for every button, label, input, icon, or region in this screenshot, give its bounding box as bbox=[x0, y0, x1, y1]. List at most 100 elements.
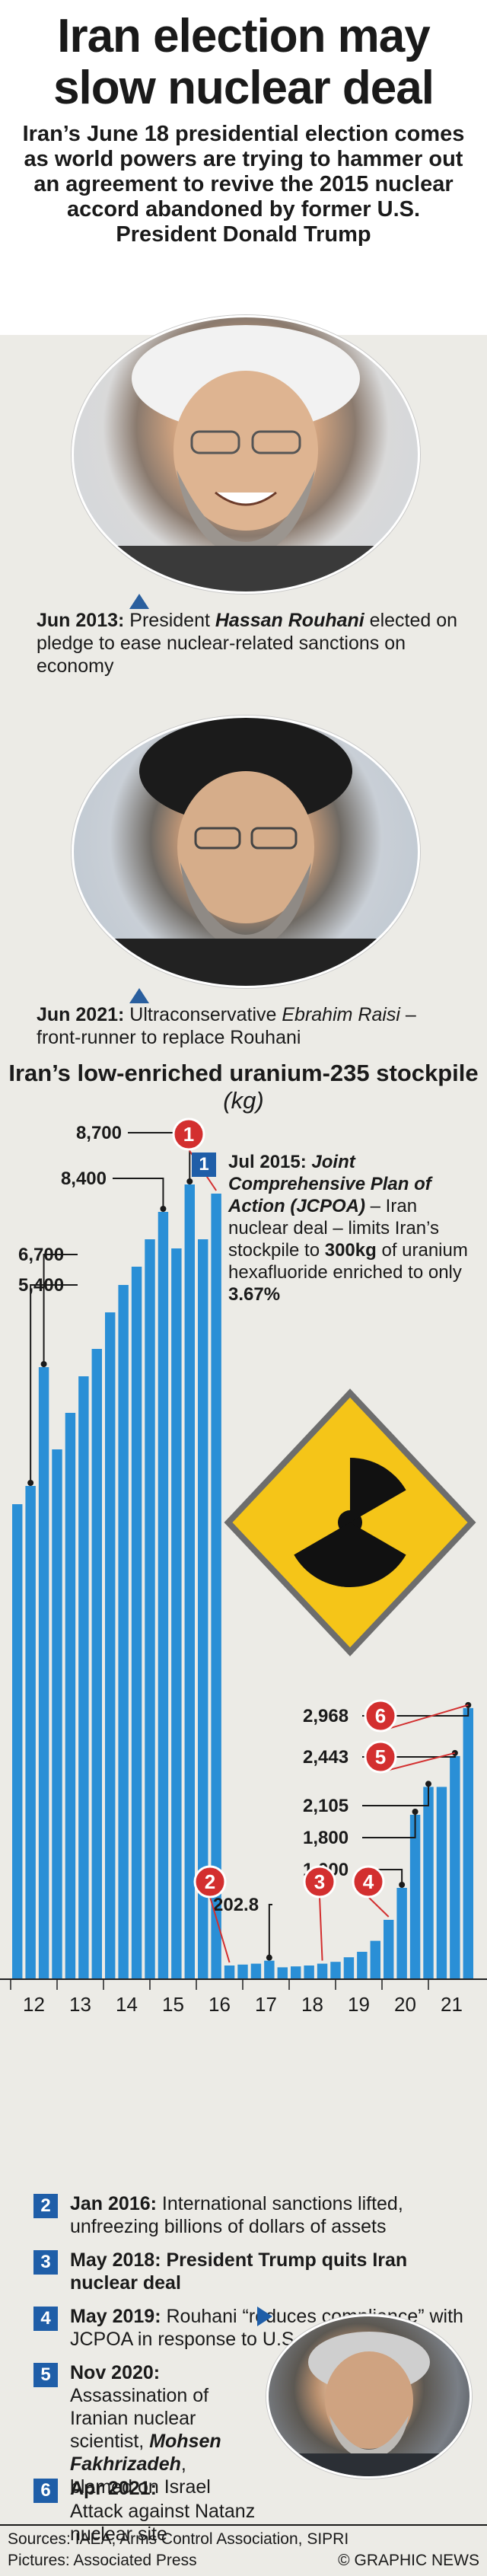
bar bbox=[343, 1957, 355, 1979]
event-badge-1: 1 bbox=[192, 1153, 216, 1177]
event-badge-2: 2 bbox=[33, 2194, 58, 2218]
bar bbox=[384, 1920, 394, 1979]
event-marker bbox=[364, 1740, 397, 1774]
x-tick-label: 13 bbox=[69, 1993, 91, 2016]
x-tick-label: 19 bbox=[348, 1993, 370, 2016]
header: Iran election may slow nuclear deal Iran… bbox=[0, 0, 487, 335]
bar bbox=[450, 1755, 460, 1979]
page-title: Iran election may slow nuclear deal bbox=[53, 10, 434, 114]
uranium-chart: 12 13 14 15 16 17 18 19 20 21 8,7008,4006,7005,40… bbox=[0, 1117, 487, 2016]
event-marker-label: 2 bbox=[205, 1870, 215, 1893]
x-tick-label: 12 bbox=[23, 1993, 45, 2016]
annotation-dot bbox=[266, 1954, 272, 1961]
event-1-text: Jul 2015: Joint Comprehensive Plan of Ac… bbox=[228, 1152, 468, 1305]
bar bbox=[409, 1815, 421, 1979]
footer-sources: Sources: IAEA, Arms Control Association,… bbox=[8, 2530, 349, 2548]
radiation-sign bbox=[224, 1388, 476, 1656]
event-marker-label: 6 bbox=[375, 1704, 386, 1727]
marker-leader bbox=[380, 1704, 469, 1732]
event-badge-4: 4 bbox=[33, 2307, 58, 2331]
annotation-leader bbox=[362, 1784, 429, 1806]
bar bbox=[78, 1376, 89, 1979]
value-label: 6,700 bbox=[18, 1245, 64, 1265]
footer-pictures: Pictures: Associated Press bbox=[8, 2552, 197, 2569]
value-label: 8,700 bbox=[76, 1123, 122, 1143]
event-marker-label: 5 bbox=[375, 1745, 386, 1768]
annotation-leader bbox=[113, 1178, 164, 1209]
marker-leader bbox=[368, 1896, 390, 1918]
bar bbox=[277, 1967, 288, 1979]
bar bbox=[317, 1963, 328, 1979]
event-3-text: May 2018: President Trump quits Iran nuc… bbox=[70, 2249, 408, 2294]
value-label: 5,400 bbox=[18, 1275, 64, 1296]
bar bbox=[224, 1965, 235, 1979]
chart-title: Iran’s low-enriched uranium-235 stockpil… bbox=[8, 1060, 479, 1114]
bar bbox=[118, 1285, 129, 1979]
rouhani-portrait bbox=[72, 315, 420, 594]
rouhani-caption: Jun 2013: President Hassan Rouhani elect… bbox=[37, 610, 458, 677]
bar bbox=[52, 1449, 62, 1979]
marker-leader bbox=[209, 1896, 231, 1963]
x-tick-label: 14 bbox=[116, 1993, 138, 2016]
x-tick-label: 17 bbox=[255, 1993, 277, 2016]
bar bbox=[105, 1312, 116, 1979]
event-marker-label: 3 bbox=[314, 1870, 325, 1893]
footer-credit: © GRAPHIC NEWS bbox=[338, 2552, 479, 2569]
raisi-pointer bbox=[129, 988, 149, 1003]
annotation-dot bbox=[27, 1480, 34, 1486]
bar bbox=[25, 1486, 36, 1979]
annotation-dot bbox=[186, 1178, 193, 1184]
value-label: 1,800 bbox=[303, 1828, 349, 1848]
value-label: 2,105 bbox=[303, 1796, 349, 1816]
x-axis: 12 13 14 15 16 17 18 19 20 21 bbox=[10, 1979, 463, 2016]
rouhani-pointer bbox=[129, 594, 149, 609]
event-marker-label: 1 bbox=[183, 1123, 194, 1146]
x-tick-label: 15 bbox=[162, 1993, 184, 2016]
annotation-dot bbox=[425, 1781, 431, 1787]
bar bbox=[145, 1239, 155, 1979]
x-tick-label: 16 bbox=[208, 1993, 231, 2016]
bar bbox=[158, 1212, 169, 1979]
bar bbox=[436, 1787, 447, 1979]
bar bbox=[264, 1960, 275, 1979]
fakhrizadeh-portrait bbox=[266, 2314, 472, 2479]
annotations: 8,700 8,400 6,700 5,400 202.8 2,968 2,443 2,105… bbox=[18, 1117, 472, 1963]
event-badge-3: 3 bbox=[33, 2250, 58, 2275]
bar bbox=[370, 1940, 380, 1979]
rouhani-figure bbox=[74, 325, 418, 591]
footer-rule bbox=[0, 2524, 487, 2526]
bar-series bbox=[12, 1184, 473, 1979]
bar bbox=[463, 1707, 473, 1979]
bar bbox=[131, 1267, 142, 1979]
fakhrizadeh-pointer bbox=[257, 2307, 272, 2326]
bar bbox=[291, 1966, 301, 1979]
bar bbox=[304, 1965, 314, 1979]
bar bbox=[250, 1963, 262, 1979]
value-label: 2,968 bbox=[303, 1706, 349, 1726]
bar bbox=[91, 1349, 102, 1979]
event-marker bbox=[364, 1699, 397, 1733]
value-label: 202.8 bbox=[213, 1895, 259, 1915]
annotation-leader bbox=[30, 1284, 78, 1483]
page-subtitle: Iran’s June 18 presidential election com… bbox=[22, 122, 465, 247]
annotation-leader bbox=[362, 1704, 469, 1717]
marker-leader bbox=[380, 1752, 456, 1773]
annotation-dot bbox=[160, 1206, 167, 1212]
fakhrizadeh-figure bbox=[269, 2332, 469, 2476]
bar bbox=[211, 1194, 221, 1979]
bar bbox=[65, 1413, 76, 1979]
event-badge-6: 6 bbox=[33, 2479, 58, 2503]
bar bbox=[237, 1964, 248, 1979]
event-marker bbox=[193, 1865, 227, 1899]
x-tick-label: 18 bbox=[301, 1993, 323, 2016]
bar bbox=[12, 1504, 23, 1979]
bar bbox=[198, 1239, 208, 1979]
annotation-dot bbox=[399, 1882, 406, 1888]
event-badge-5: 5 bbox=[33, 2363, 58, 2387]
annotation-leader bbox=[43, 1254, 78, 1364]
event-marker bbox=[303, 1865, 336, 1899]
value-label: 2,443 bbox=[303, 1747, 349, 1768]
event-6-text: Apr 2021: Attack against Natanz nuclear … bbox=[70, 2478, 256, 2545]
bar bbox=[330, 1962, 341, 1979]
bar bbox=[423, 1787, 434, 1979]
